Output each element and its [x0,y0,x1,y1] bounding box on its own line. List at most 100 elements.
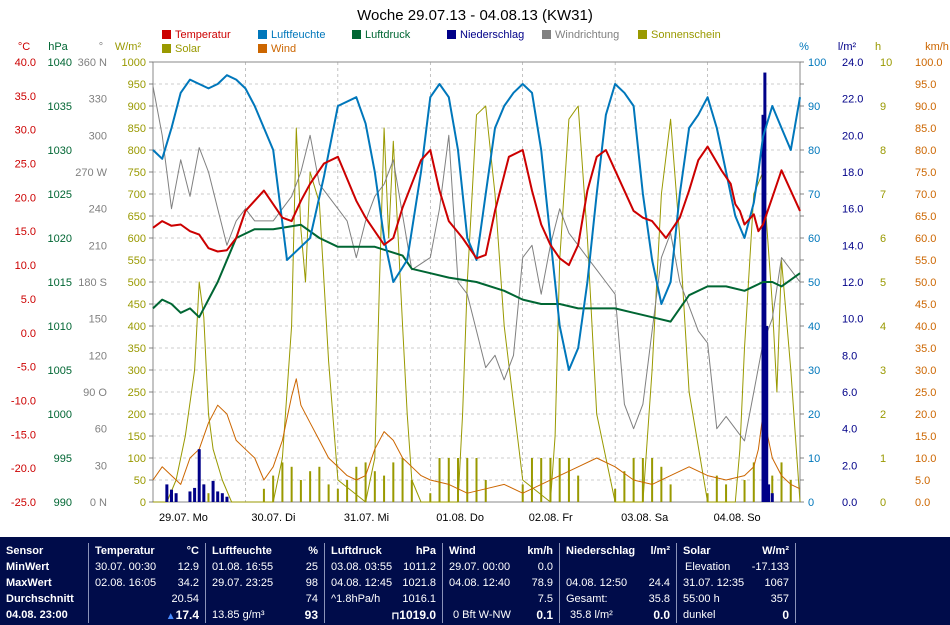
line-windrichtung [152,86,801,442]
tick-hum: 30 [808,365,820,377]
solar-max-time: 31.07. 12:35 [683,577,745,589]
wind-min-val: 0.0 [537,561,553,573]
tick-solar: 450 [128,299,146,311]
bar-sonnenschein [669,484,672,502]
right-axes: 100908070605040302010024.022.020.018.016… [800,57,943,509]
tick-sun: 7 [880,189,886,201]
hum-now: 93 [304,608,318,622]
tick-dir: 0 N [90,497,107,509]
axis-unit-press: hPa [48,41,68,53]
bar-sonnenschein [660,466,663,502]
axis-unit-dir: ° [99,41,103,53]
legend-swatch [638,30,647,39]
tick-temp: -5.0 [17,362,36,374]
bar-niederschlag [169,489,173,502]
tick-dir: 270 W [75,167,107,179]
tick-wind: 60.0 [915,233,936,245]
x-tick-label: 03.08. Sa [621,512,669,524]
bar-sonnenschein [475,458,478,502]
tick-dir: 210 [89,240,107,252]
tick-dir: 330 [89,94,107,106]
tick-dir: 90 O [83,387,107,399]
wind-avg: 7.5 [537,593,553,605]
tick-wind: 90.0 [915,101,936,113]
stats-table: Sensor MinWert MaxWert Durchschnitt 04.0… [0,537,950,625]
temp-header: Temperatur [95,545,155,557]
rain-unit: l/m² [650,545,670,557]
tick-hum: 60 [808,233,820,245]
bar-niederschlag [220,493,224,502]
axis-unit-wind: km/h [925,41,949,53]
tick-hum: 90 [808,101,820,113]
tick-dir: 300 [89,130,107,142]
temp-now: 17.4 [175,608,199,622]
tick-wind: 0.0 [915,497,930,509]
bar-sonnenschein [577,475,580,502]
press-min-val: 1011.2 [403,561,436,573]
bar-sonnenschein [771,475,774,502]
tick-wind: 15.0 [915,431,936,443]
bar-niederschlag [763,72,767,502]
tick-solar: 200 [128,409,146,421]
hum-max-time: 29.07. 23:25 [212,577,274,589]
solar-elev-val: -17.133 [751,561,789,573]
tick-sun: 6 [880,233,886,245]
bar-sonnenschein [540,458,543,502]
bar-sonnenschein [429,493,432,502]
bar-sonnenschein [558,458,561,502]
tick-solar: 150 [128,431,146,443]
series-layer [152,72,801,503]
bar-sonnenschein [457,458,460,502]
tick-solar: 350 [128,343,146,355]
tick-dir: 150 [89,314,107,326]
bar-sonnenschein [789,480,792,502]
bar-sonnenschein [567,458,570,502]
bar-sonnenschein [281,462,284,502]
tick-rain: 14.0 [842,240,863,252]
tick-press: 1005 [48,365,72,377]
tick-temp: -15.0 [11,429,36,441]
bar-sonnenschein [207,493,210,502]
bar-niederschlag [188,491,192,502]
axis-unit-temp: °C [18,41,30,53]
bar-sonnenschein [309,471,312,502]
chart-title: Woche 29.07.13 - 04.08.13 (KW31) [357,7,593,24]
tick-hum: 10 [808,453,820,465]
tick-press: 1015 [48,277,72,289]
tick-dir: 240 [89,204,107,216]
bar-sonnenschein [438,458,441,502]
tick-temp: 20.0 [15,192,36,204]
tick-press: 1040 [48,57,72,69]
rain-max-val: 24.4 [648,577,670,589]
bar-niederschlag [216,491,220,502]
tick-wind: 100.0 [915,57,943,69]
wind-max-val: 78.9 [531,577,553,589]
rain-total-label: Gesamt: [566,593,608,605]
sensor-avg-label: Durchschnitt [6,593,74,605]
tick-wind: 10.0 [915,453,936,465]
bar-sonnenschein [355,466,358,502]
legend-label: Windrichtung [555,29,619,41]
x-tick-label: 04.08. So [714,512,761,524]
solar-elev-label: Elevation [685,561,731,573]
tick-sun: 3 [880,365,886,377]
tick-rain: 10.0 [842,314,863,326]
tick-solar: 650 [128,211,146,223]
tick-temp: 10.0 [15,260,36,272]
bar-niederschlag [225,496,229,502]
bar-sonnenschein [530,458,533,502]
tick-rain: 22.0 [842,94,863,106]
tick-hum: 70 [808,189,820,201]
bar-niederschlag [765,326,769,502]
hum-header: Luftfeuchte [212,545,272,557]
bar-sonnenschein [780,462,783,502]
barometer-icon: ⊓ [391,611,400,622]
tick-hum: 0 [808,497,814,509]
tick-hum: 20 [808,409,820,421]
tick-rain: 4.0 [842,424,857,436]
tick-rain: 6.0 [842,387,857,399]
axis-headers: °C hPa ° W/m²% l/m² h km/h [18,41,949,53]
line-wind [152,378,801,494]
tick-temp: 30.0 [15,125,36,137]
bar-sonnenschein [614,488,617,502]
